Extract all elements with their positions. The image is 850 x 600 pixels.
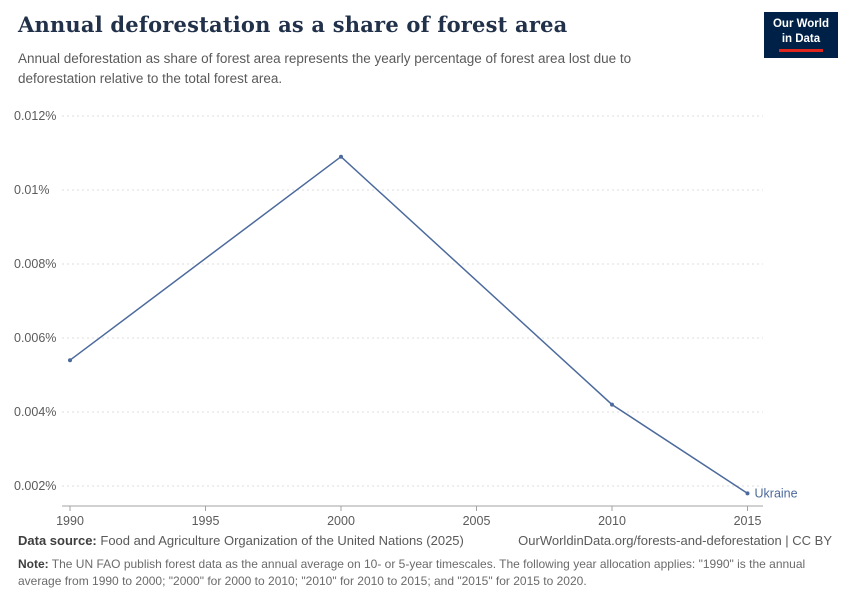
data-source-value: Food and Agriculture Organization of the…	[100, 533, 464, 548]
y-axis-tick-label: 0.004%	[14, 405, 56, 419]
data-point[interactable]	[68, 358, 72, 363]
owid-logo[interactable]: Our World in Data	[763, 12, 838, 58]
series-end-label[interactable]: Ukraine	[755, 486, 798, 500]
line-chart: 0.002% 0.004% 0.006% 0.008% 0.01% 0.012% 1990 1…	[0, 86, 850, 538]
y-axis-tick-label: 0.012%	[14, 109, 56, 123]
y-axis-tick-label: 0.01%	[14, 183, 49, 197]
note-label: Note:	[18, 557, 49, 571]
owid-logo-line2: in Data	[781, 32, 821, 45]
source-row: Data source: Food and Agriculture Organi…	[18, 533, 832, 548]
owid-link[interactable]: OurWorldinData.org/forests-and-deforesta…	[518, 533, 832, 548]
x-axis-tick-label: 2010	[598, 514, 626, 528]
x-axis-tick-label: 2000	[327, 514, 355, 528]
chart-title: Annual deforestation as a share of fores…	[18, 12, 568, 37]
note-text: The UN FAO publish forest data as the an…	[18, 557, 806, 589]
owid-logo-line1: Our World	[772, 18, 829, 30]
line-chart-svg: 0.002% 0.004% 0.006% 0.008% 0.01% 0.012% 1990 1…	[14, 109, 798, 528]
y-axis-tick-label: 0.008%	[14, 257, 56, 271]
data-source: Data source: Food and Agriculture Organi…	[18, 533, 464, 548]
y-axis-tick-label: 0.002%	[14, 479, 56, 493]
x-axis-tick-label: 1990	[56, 514, 84, 528]
y-axis-tick-label: 0.006%	[14, 331, 56, 345]
x-axis-tick-label: 2005	[463, 514, 491, 528]
x-axis-tick-label: 2015	[734, 514, 762, 528]
data-point[interactable]	[745, 491, 750, 496]
x-axis-tick-label: 1995	[192, 514, 220, 528]
logo-red-bar	[778, 48, 823, 52]
data-point[interactable]	[339, 154, 343, 159]
series-line-ukraine[interactable]	[69, 155, 748, 495]
chart-note: Note: The UN FAO publish forest data as …	[18, 556, 832, 591]
chart-subtitle: Annual deforestation as share of forest …	[18, 51, 632, 86]
data-source-label: Data source:	[18, 533, 97, 548]
data-point[interactable]	[610, 402, 614, 407]
